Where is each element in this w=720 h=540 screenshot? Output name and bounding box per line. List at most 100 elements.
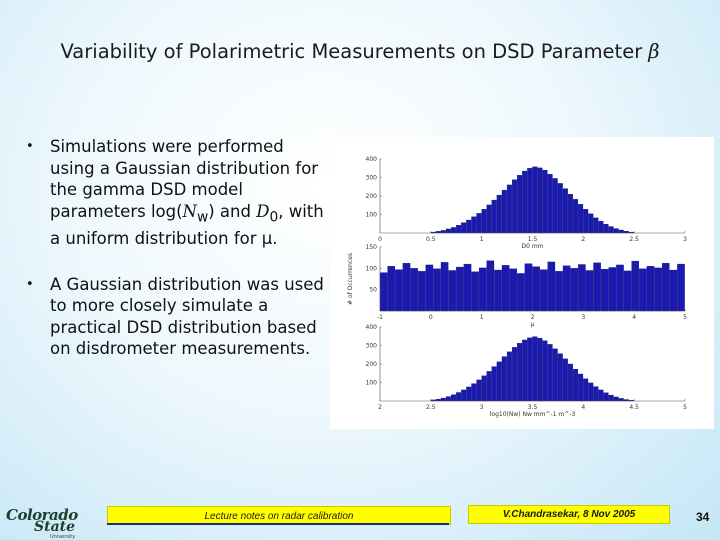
- y-tick-label: 100: [366, 380, 378, 387]
- histogram-bar: [466, 219, 472, 234]
- histogram-bar: [585, 270, 594, 312]
- x-tick-label: 4: [581, 404, 585, 411]
- histogram-bar: [646, 266, 655, 312]
- x-tick-label: -1: [377, 314, 383, 321]
- histogram-bar: [506, 184, 512, 234]
- histogram-bar: [608, 226, 614, 234]
- histogram-bar: [527, 168, 533, 234]
- histogram-svg: 0 0.5 1 1.5 2 2.5 3 100 200 300 400 D0 mm -1 0 1 2 3 4 5 50…: [347, 156, 687, 418]
- histogram-bar: [456, 266, 464, 312]
- page-number: 34: [696, 510, 710, 524]
- histogram-bar: [517, 343, 523, 402]
- histogram-bar: [532, 336, 538, 402]
- histogram-bar: [491, 199, 497, 234]
- d0-symbol: D: [256, 201, 270, 221]
- y-tick-label: 100: [366, 265, 378, 272]
- mu-symbol: μ: [261, 229, 273, 249]
- histogram-bar: [522, 170, 528, 234]
- histogram-bar: [476, 213, 482, 234]
- histogram-bar: [603, 392, 609, 402]
- y-axis-label: # of Occurrences: [347, 253, 354, 305]
- histogram-bar: [539, 269, 548, 312]
- x-axis-label: μ: [531, 321, 535, 328]
- histogram-bar: [613, 228, 619, 234]
- histogram-bar: [471, 383, 477, 402]
- histogram-bar: [639, 268, 647, 312]
- histogram-bar: [631, 260, 639, 312]
- x-tick-label: 3.5: [528, 404, 538, 411]
- y-tick-label: 400: [366, 156, 378, 163]
- histogram-bar: [542, 169, 548, 234]
- histogram-bar: [451, 394, 456, 402]
- x-tick-label: 1: [480, 236, 484, 243]
- histogram-bar: [593, 217, 599, 234]
- y-tick-label: 150: [366, 244, 378, 251]
- x-tick-label: 0: [378, 236, 382, 243]
- histogram-bar: [486, 371, 492, 402]
- histogram-bar: [456, 225, 462, 234]
- histogram-bar: [532, 166, 538, 234]
- histogram-bar: [440, 262, 449, 312]
- bullet-dot-icon: •: [26, 139, 34, 154]
- bullet-1-pre: Simulations were performed using a Gauss…: [50, 137, 319, 221]
- histogram-bar: [517, 273, 525, 312]
- histogram-bar: [433, 268, 441, 312]
- histogram-bar: [481, 375, 487, 402]
- bullet-item-simulations: • Simulations were performed using a Gau…: [26, 136, 326, 250]
- x-tick-label: 3: [480, 404, 484, 411]
- x-tick-label: 3: [581, 314, 585, 321]
- bullet-item-gaussian: • A Gaussian distribution was used to mo…: [26, 274, 326, 360]
- footer-divider: [107, 523, 449, 525]
- histogram-bar: [512, 347, 518, 402]
- histogram-bar: [677, 263, 685, 312]
- histogram-bar: [532, 266, 540, 312]
- histogram-bar: [552, 178, 558, 234]
- x-axis-label: D0 mm: [521, 243, 543, 250]
- histogram-bar: [471, 271, 479, 312]
- histogram-bar: [448, 270, 456, 312]
- histogram-bar: [537, 337, 543, 402]
- histogram-bar: [557, 353, 563, 402]
- histogram-bar: [537, 167, 543, 234]
- histogram-bar: [654, 267, 662, 312]
- histogram-bar: [509, 268, 517, 312]
- histogram-bar: [562, 358, 568, 402]
- histogram-bar: [445, 228, 451, 234]
- histogram-bar: [593, 386, 599, 402]
- histogram-bar: [527, 337, 533, 402]
- histogram-bar: [578, 264, 586, 312]
- histogram-bar: [573, 369, 579, 402]
- histogram-bar: [524, 263, 533, 312]
- histogram-bar: [501, 189, 507, 234]
- histogram-bar: [395, 269, 403, 312]
- histogram-bar: [410, 268, 418, 312]
- y-tick-label: 300: [366, 343, 378, 350]
- histogram-bar: [481, 209, 487, 234]
- x-tick-label: 2: [378, 404, 382, 411]
- bullet-list: • Simulations were performed using a Gau…: [26, 136, 326, 384]
- histogram-bar: [461, 389, 467, 402]
- histogram-bar: [478, 267, 487, 312]
- histogram-bar: [451, 227, 456, 234]
- histogram-bar: [471, 216, 477, 234]
- histogram-figure: 0 0.5 1 1.5 2 2.5 3 100 200 300 400 D0 mm -1 0 1 2 3 4 5 50…: [330, 137, 714, 429]
- histogram-bar: [466, 386, 472, 402]
- y-tick-label: 300: [366, 175, 378, 182]
- y-tick-label: 200: [366, 361, 378, 368]
- histogram-bar: [552, 348, 558, 402]
- histogram-bar: [600, 269, 609, 312]
- d0-subscript: 0: [269, 208, 279, 225]
- histogram-bar: [517, 175, 523, 234]
- x-tick-label: 4.5: [629, 404, 639, 411]
- histogram-bar: [379, 272, 388, 312]
- histogram-bar: [616, 264, 624, 312]
- x-tick-label: 1.5: [528, 236, 538, 243]
- histogram-bar: [425, 264, 434, 312]
- histogram-bar: [557, 183, 563, 234]
- nw-subscript: w: [196, 208, 209, 225]
- histogram-bar: [512, 179, 518, 234]
- histogram-bar: [598, 221, 604, 234]
- slide-title-text: Variability of Polarimetric Measurements…: [60, 40, 643, 63]
- y-tick-label: 400: [366, 324, 378, 331]
- beta-symbol: β: [648, 40, 660, 63]
